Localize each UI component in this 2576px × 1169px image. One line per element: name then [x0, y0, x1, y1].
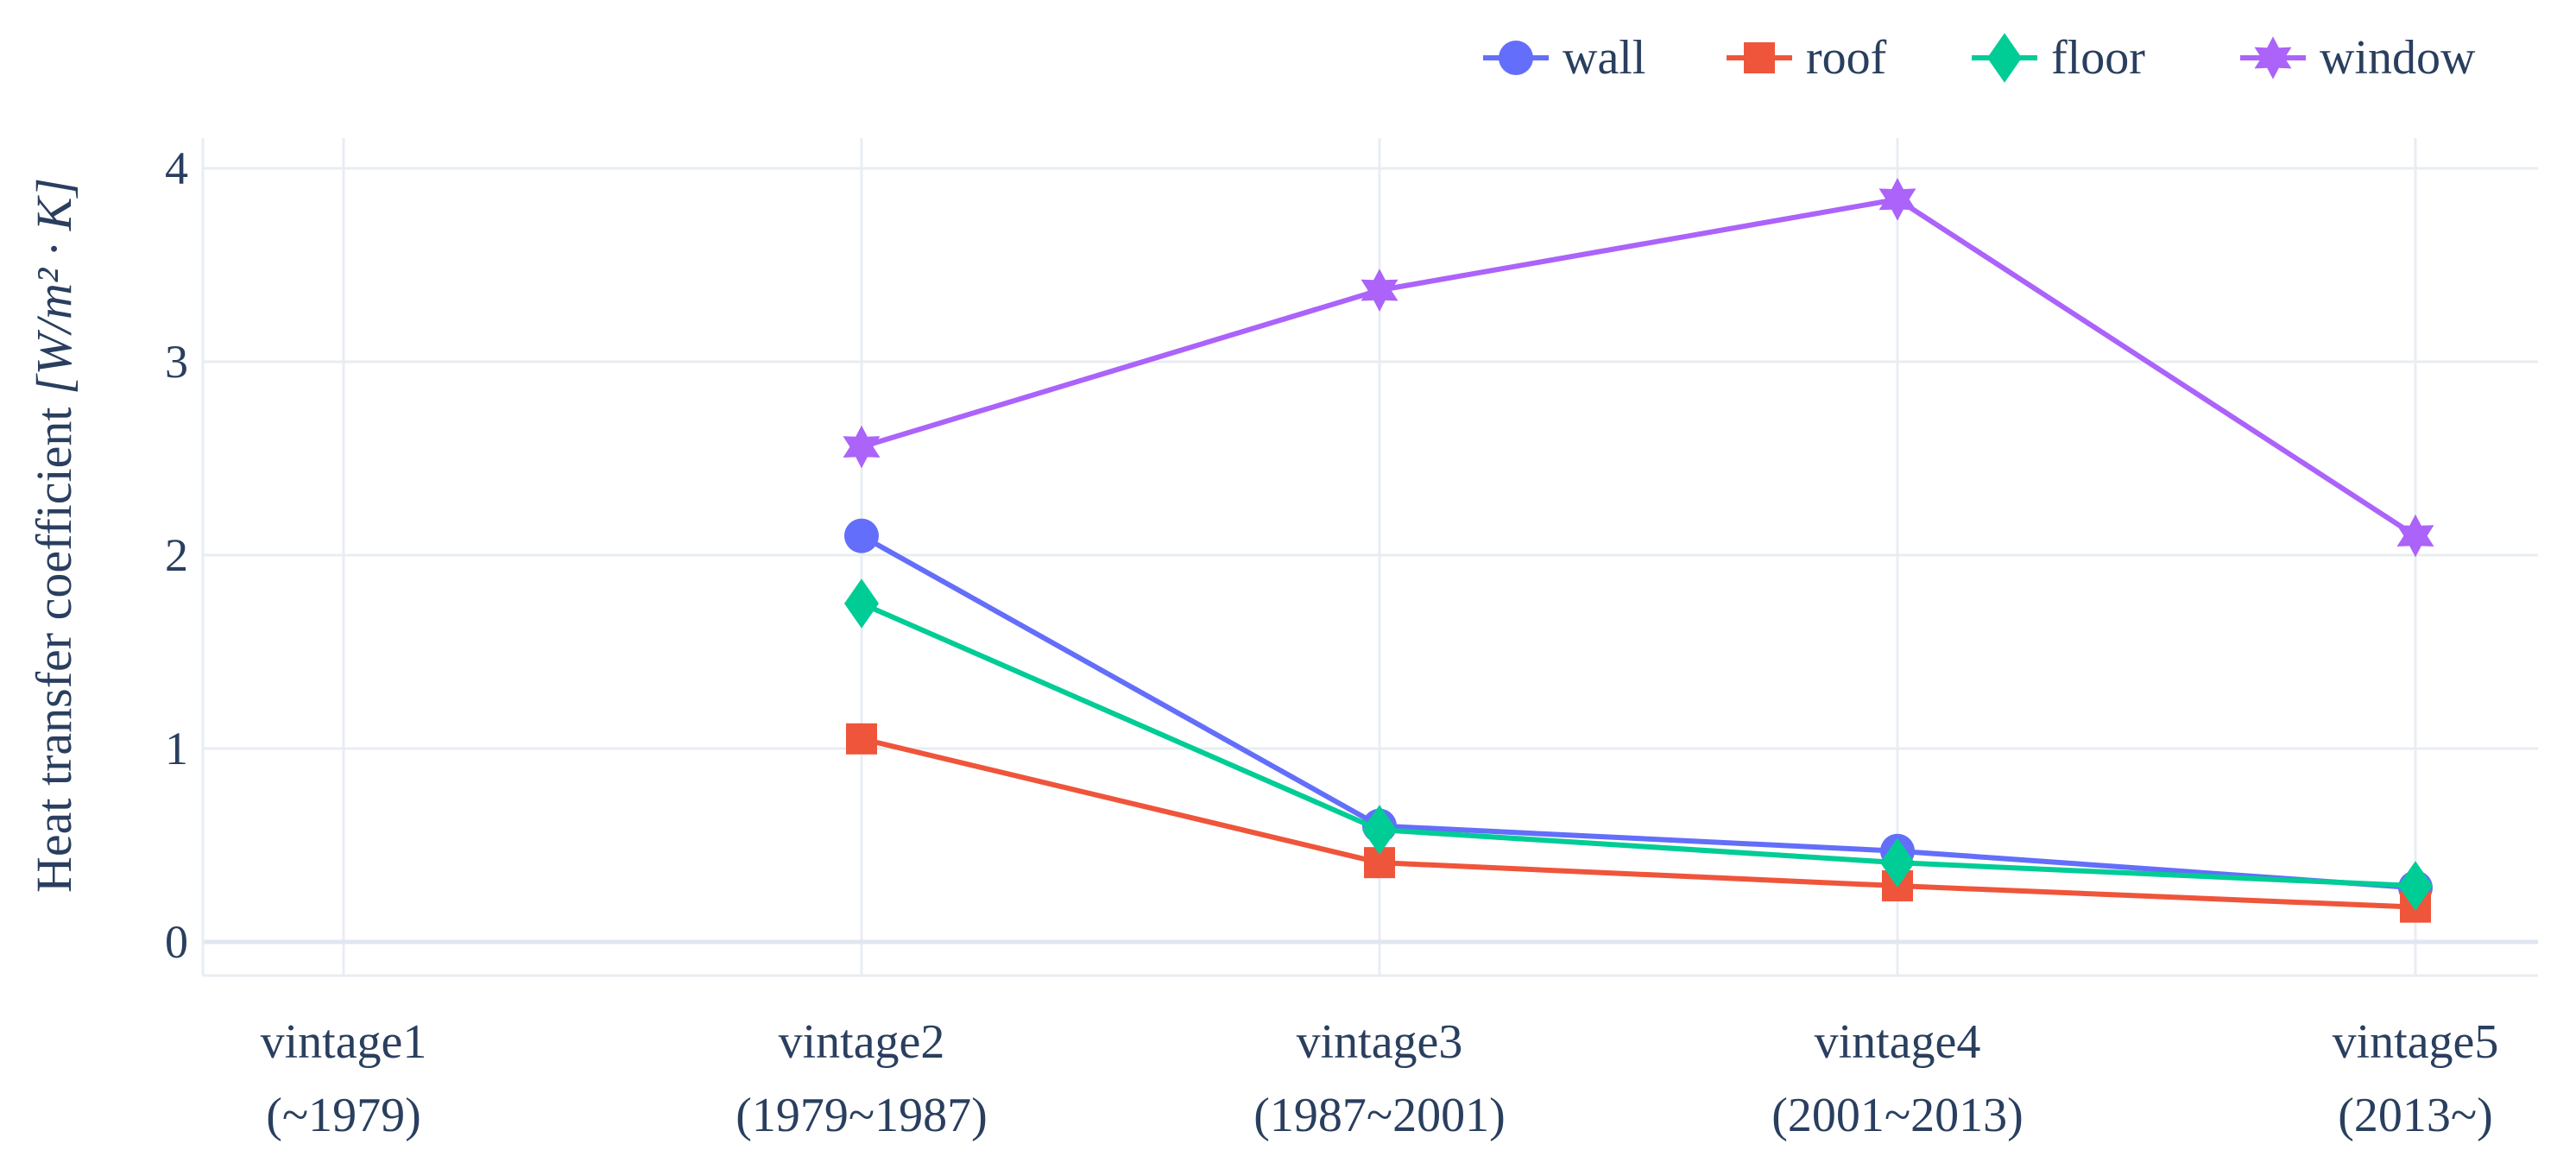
y-tick-label: 0	[165, 916, 188, 968]
floor-point	[844, 578, 879, 629]
legend-label: floor	[2051, 31, 2145, 85]
y-axis-title-group: Heat transfer coefficient [W/m² · K]	[26, 178, 82, 893]
series-roof	[846, 723, 2431, 923]
window-point	[2396, 514, 2434, 558]
legend-marker	[1987, 33, 2022, 83]
x-tick-sublabel: (2013~)	[2338, 1089, 2493, 1142]
window-point	[1361, 269, 1398, 312]
roof-point	[846, 723, 877, 755]
floor-line	[860, 601, 2416, 889]
y-tick-label: 4	[165, 142, 188, 194]
x-tick-label: vintage1	[261, 1015, 427, 1069]
x-tick-sublabel: (2001~2013)	[1771, 1089, 2024, 1142]
legend-item-window[interactable]: window	[2240, 31, 2476, 85]
x-tick-label: vintage4	[1815, 1015, 1981, 1069]
legend-item-wall[interactable]: wall	[1483, 31, 1645, 85]
legend-label: roof	[1806, 31, 1887, 85]
floor-point	[1362, 805, 1397, 855]
x-tick-label: vintage2	[779, 1015, 945, 1069]
legend-label: wall	[1563, 31, 1645, 85]
legend-item-floor[interactable]: floor	[1972, 31, 2145, 85]
legend-marker	[2254, 36, 2292, 79]
y-axis-title: Heat transfer coefficient [W/m² · K]	[26, 178, 82, 893]
series-window	[843, 178, 2434, 558]
window-point	[843, 425, 881, 469]
x-tick-sublabel: (~1979)	[266, 1089, 421, 1142]
y-tick-label: 1	[165, 723, 188, 774]
legend-item-roof[interactable]: roof	[1727, 31, 1887, 85]
window-point	[1878, 178, 1916, 221]
x-tick-sublabel: (1979~1987)	[736, 1089, 988, 1142]
axes: 0 1 2 3 4 vintage1 (~1979) vintage2 (1979~1987) v…	[165, 142, 2498, 1142]
window-line	[861, 196, 2417, 539]
floor-point	[2398, 861, 2433, 911]
x-tick-label: vintage5	[2333, 1015, 2499, 1069]
x-tick-sublabel: (1987~2001)	[1253, 1089, 1506, 1142]
wall-point	[844, 518, 879, 553]
legend: wall roof floor window	[1483, 31, 2476, 85]
y-tick-label: 3	[165, 336, 188, 388]
roof-line	[861, 736, 2416, 910]
legend-label: window	[2320, 31, 2476, 85]
floor-point	[1880, 837, 1915, 888]
series-lines	[843, 178, 2434, 923]
legend-marker	[1499, 41, 1533, 75]
legend-marker	[1744, 42, 1775, 73]
wall-line	[860, 533, 2416, 891]
series-floor	[844, 578, 2433, 911]
y-tick-label: 2	[165, 529, 188, 581]
x-tick-label: vintage3	[1297, 1015, 1463, 1069]
